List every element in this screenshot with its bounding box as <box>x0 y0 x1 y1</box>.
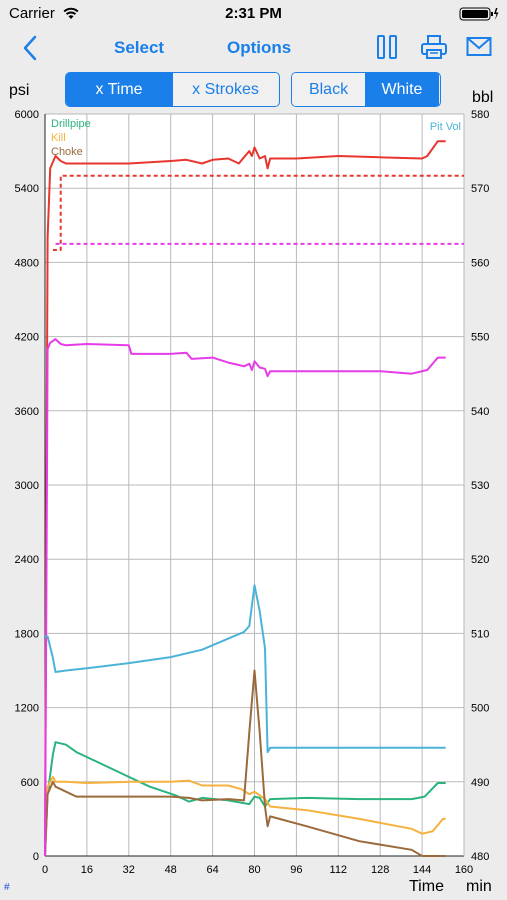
left-tick-label: 600 <box>21 777 39 789</box>
left-tick-label: 1200 <box>15 703 39 715</box>
x-axis-toggle: x Time x Strokes <box>65 72 280 107</box>
battery-icon <box>459 7 499 21</box>
x-axis-unit: min <box>466 878 492 895</box>
status-bar: Carrier 2:31 PM <box>0 0 507 28</box>
x-tick-label: 0 <box>42 864 48 876</box>
back-chevron-icon[interactable] <box>22 35 38 61</box>
wifi-icon <box>63 7 79 19</box>
x-tick-label: 64 <box>206 864 218 876</box>
left-tick-label: 6000 <box>15 109 39 121</box>
left-tick-label: 2400 <box>15 554 39 566</box>
right-tick-label: 540 <box>471 406 489 418</box>
right-tick-label: 480 <box>471 851 489 863</box>
legend-entry: Kill <box>51 132 66 144</box>
series-lines <box>44 140 464 857</box>
hash-marker: # <box>4 882 10 893</box>
right-axis-unit: bbl <box>472 89 494 106</box>
clock: 2:31 PM <box>225 5 282 22</box>
right-tick-label: 550 <box>471 332 489 344</box>
options-button[interactable]: Options <box>227 38 292 57</box>
x-axis-ticks: 0 16 32 48 64 80 96 112 128 144 160 <box>42 864 473 876</box>
x-tick-label: 80 <box>248 864 260 876</box>
x-tick-label: 144 <box>413 864 431 876</box>
left-tick-label: 4200 <box>15 332 39 344</box>
white-button[interactable]: White <box>365 73 439 106</box>
left-tick-label: 3600 <box>15 406 39 418</box>
pause-icon[interactable] <box>376 34 398 60</box>
left-tick-label: 3000 <box>15 480 39 492</box>
left-tick-label: 1800 <box>15 628 39 640</box>
select-button[interactable]: Select <box>114 38 165 57</box>
x-tick-label: 112 <box>330 864 348 876</box>
background-toggle: Black White <box>291 72 441 107</box>
series-line-3 <box>44 140 446 857</box>
x-tick-label: 128 <box>371 864 389 876</box>
x-strokes-button[interactable]: x Strokes <box>172 73 278 106</box>
right-tick-label: 560 <box>471 257 489 269</box>
x-tick-label: 160 <box>455 864 473 876</box>
x-tick-label: 48 <box>165 864 177 876</box>
right-axis-ticks: 480 490 500 510 520 530 540 550 560 570 580 <box>471 109 489 863</box>
nav-bar: Select Options <box>0 28 507 68</box>
legend: Drillpipe Kill Choke Pit Vol <box>51 118 461 158</box>
right-tick-label: 570 <box>471 183 489 195</box>
legend-entry-pit-vol: Pit Vol <box>430 121 461 133</box>
x-tick-label: 32 <box>123 864 135 876</box>
right-tick-label: 500 <box>471 703 489 715</box>
left-axis-unit: psi <box>9 82 30 99</box>
left-tick-label: 4800 <box>15 257 39 269</box>
right-tick-label: 520 <box>471 554 489 566</box>
series-line-5 <box>44 338 446 857</box>
series-line-choke <box>44 669 446 857</box>
x-axis-label: Time <box>409 878 444 895</box>
series-line-kill <box>44 775 446 857</box>
right-tick-label: 510 <box>471 628 489 640</box>
right-tick-label: 530 <box>471 480 489 492</box>
right-tick-label: 580 <box>471 109 489 121</box>
legend-entry: Drillpipe <box>51 118 91 130</box>
series-line-pit-vol <box>45 584 446 754</box>
right-tick-label: 490 <box>471 777 489 789</box>
mail-icon[interactable] <box>466 34 492 60</box>
left-tick-label: 5400 <box>15 183 39 195</box>
x-tick-label: 16 <box>81 864 93 876</box>
x-time-button[interactable]: x Time <box>66 73 172 106</box>
carrier-label: Carrier <box>9 5 55 22</box>
left-axis-ticks: 0 600 1200 1800 2400 3000 3600 4200 4800 5400 6000 <box>15 109 39 863</box>
legend-entry: Choke <box>51 146 83 158</box>
grid <box>44 113 465 857</box>
series-line-4 <box>52 174 464 251</box>
black-button[interactable]: Black <box>292 73 365 106</box>
x-tick-label: 96 <box>290 864 302 876</box>
left-tick-label: 0 <box>33 851 39 863</box>
printer-icon[interactable] <box>420 34 448 60</box>
